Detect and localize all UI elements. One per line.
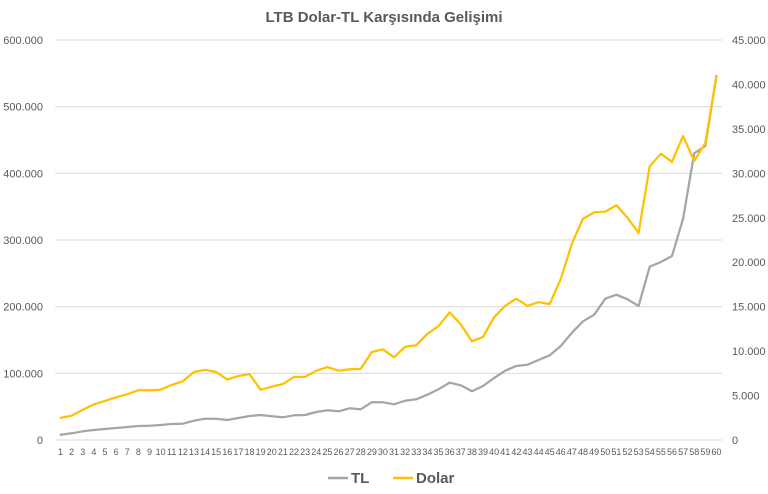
x-tick-label: 11 xyxy=(167,447,176,457)
right-tick-label: 10.000 xyxy=(732,346,766,358)
x-tick-label: 38 xyxy=(467,447,477,457)
x-tick-label: 45 xyxy=(545,447,555,457)
x-tick-label: 50 xyxy=(600,447,610,457)
x-tick-label: 17 xyxy=(233,447,243,457)
x-tick-label: 51 xyxy=(611,447,621,457)
left-tick-label: 300.000 xyxy=(3,235,43,247)
x-tick-label: 48 xyxy=(578,447,588,457)
x-tick-label: 27 xyxy=(345,447,355,457)
x-tick-label: 41 xyxy=(500,447,510,457)
right-tick-label: 45.000 xyxy=(732,35,766,47)
left-tick-label: 400.000 xyxy=(3,168,43,180)
x-tick-label: 37 xyxy=(456,447,466,457)
x-tick-label: 53 xyxy=(634,447,644,457)
x-tick-label: 33 xyxy=(411,447,421,457)
x-tick-label: 26 xyxy=(333,447,343,457)
gridlines xyxy=(55,39,722,441)
right-tick-label: 25.000 xyxy=(732,213,766,225)
x-tick-label: 20 xyxy=(267,447,277,457)
chart-title: LTB Dolar-TL Karşısında Gelişimi xyxy=(266,9,503,26)
left-tick-label: 0 xyxy=(37,435,43,447)
series-line-dolar xyxy=(59,76,718,419)
x-tick-label: 36 xyxy=(445,447,455,457)
x-tick-label: 56 xyxy=(667,447,677,457)
x-tick-label: 59 xyxy=(700,447,710,457)
x-tick-label: 29 xyxy=(367,447,377,457)
x-tick-label: 23 xyxy=(300,447,310,457)
right-tick-label: 35.000 xyxy=(732,124,766,136)
series-line-tl xyxy=(59,74,718,436)
x-tick-label: 46 xyxy=(556,447,566,457)
right-tick-label: 40.000 xyxy=(732,79,766,91)
x-tick-label: 1 xyxy=(58,447,63,457)
left-tick-label: 200.000 xyxy=(3,302,43,314)
right-tick-label: 5.000 xyxy=(732,391,760,403)
x-axis-ticks: 1 2 3 4 5 6 7 8 9 10 11 12 13 14 15 16 17 18 19 20 21 22 23 24 2… xyxy=(58,447,721,457)
x-tick-label: 34 xyxy=(422,447,432,457)
x-tick-label: 24 xyxy=(311,447,321,457)
x-tick-label: 52 xyxy=(623,447,633,457)
x-tick-label: 32 xyxy=(400,447,410,457)
x-tick-label: 2 xyxy=(69,447,74,457)
left-axis-ticks: 0 100.000 200.000 300.000 400.000 500.000 600.… xyxy=(3,35,43,447)
x-tick-label: 30 xyxy=(378,447,388,457)
x-tick-label: 22 xyxy=(289,447,299,457)
x-tick-label: 35 xyxy=(434,447,444,457)
legend: TL Dolar xyxy=(328,470,455,487)
x-tick-label: 8 xyxy=(136,447,141,457)
series-lines xyxy=(59,74,718,436)
right-tick-label: 0 xyxy=(732,435,738,447)
left-tick-label: 500.000 xyxy=(3,102,43,114)
left-tick-label: 100.000 xyxy=(3,368,43,380)
x-tick-label: 43 xyxy=(522,447,532,457)
x-tick-label: 60 xyxy=(711,447,721,457)
x-tick-label: 18 xyxy=(245,447,255,457)
right-tick-label: 15.000 xyxy=(732,302,766,314)
x-tick-label: 7 xyxy=(125,447,130,457)
x-tick-label: 21 xyxy=(278,447,288,457)
x-tick-label: 54 xyxy=(645,447,655,457)
x-tick-label: 49 xyxy=(589,447,599,457)
x-tick-label: 58 xyxy=(689,447,699,457)
x-tick-label: 9 xyxy=(147,447,152,457)
x-tick-label: 16 xyxy=(222,447,232,457)
legend-label-tl: TL xyxy=(351,470,369,487)
x-tick-label: 10 xyxy=(156,447,166,457)
x-tick-label: 42 xyxy=(511,447,521,457)
x-tick-label: 14 xyxy=(200,447,210,457)
x-tick-label: 39 xyxy=(478,447,488,457)
x-tick-label: 25 xyxy=(322,447,332,457)
x-tick-label: 31 xyxy=(389,447,399,457)
x-tick-label: 55 xyxy=(656,447,666,457)
legend-label-dolar: Dolar xyxy=(416,470,455,487)
x-tick-label: 57 xyxy=(678,447,688,457)
x-tick-label: 13 xyxy=(189,447,199,457)
right-tick-label: 20.000 xyxy=(732,257,766,269)
x-tick-label: 3 xyxy=(80,447,85,457)
x-tick-label: 5 xyxy=(103,447,108,457)
x-tick-label: 19 xyxy=(256,447,266,457)
x-tick-label: 40 xyxy=(489,447,499,457)
x-tick-label: 47 xyxy=(567,447,577,457)
x-tick-label: 44 xyxy=(534,447,544,457)
x-tick-label: 12 xyxy=(178,447,188,457)
right-tick-label: 30.000 xyxy=(732,168,766,180)
x-tick-label: 4 xyxy=(91,447,96,457)
left-tick-label: 600.000 xyxy=(3,35,43,47)
x-tick-label: 6 xyxy=(114,447,119,457)
right-axis-ticks: 0 5.000 10.000 15.000 20.000 25.000 30.000 35.0… xyxy=(732,35,766,447)
x-tick-label: 28 xyxy=(356,447,366,457)
x-tick-label: 15 xyxy=(211,447,221,457)
